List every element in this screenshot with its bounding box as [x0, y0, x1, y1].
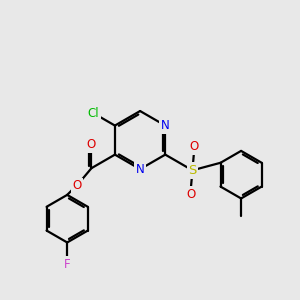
- Text: O: O: [87, 138, 96, 151]
- Text: F: F: [64, 258, 70, 271]
- Text: N: N: [161, 119, 170, 132]
- Text: O: O: [190, 140, 199, 153]
- Text: S: S: [188, 164, 196, 177]
- Text: O: O: [186, 188, 195, 201]
- Text: Cl: Cl: [88, 107, 99, 120]
- Text: O: O: [73, 179, 82, 193]
- Text: N: N: [136, 163, 145, 176]
